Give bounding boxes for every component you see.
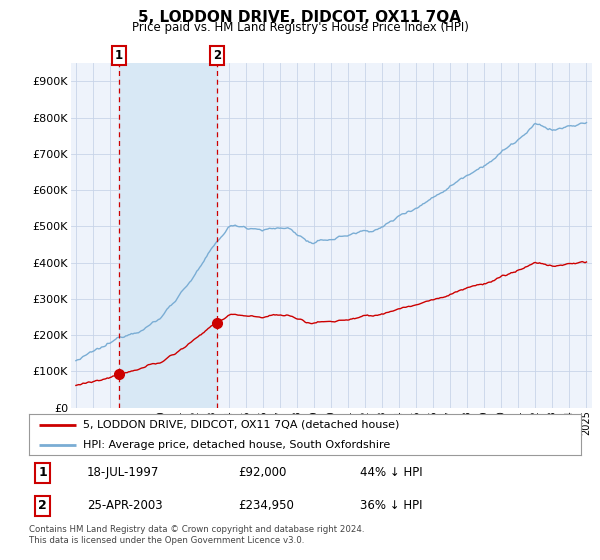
- Text: £234,950: £234,950: [239, 500, 295, 512]
- Text: 2: 2: [213, 49, 221, 62]
- Bar: [119, 63, 217, 408]
- Text: 18-JUL-1997: 18-JUL-1997: [87, 466, 159, 479]
- Text: HPI: Average price, detached house, South Oxfordshire: HPI: Average price, detached house, Sout…: [83, 440, 390, 450]
- Text: 36% ↓ HPI: 36% ↓ HPI: [360, 500, 422, 512]
- Text: 5, LODDON DRIVE, DIDCOT, OX11 7QA: 5, LODDON DRIVE, DIDCOT, OX11 7QA: [139, 10, 461, 25]
- Text: £92,000: £92,000: [239, 466, 287, 479]
- Text: 25-APR-2003: 25-APR-2003: [87, 500, 163, 512]
- Text: 44% ↓ HPI: 44% ↓ HPI: [360, 466, 422, 479]
- Text: 1: 1: [115, 49, 123, 62]
- Text: Contains HM Land Registry data © Crown copyright and database right 2024.
This d: Contains HM Land Registry data © Crown c…: [29, 525, 364, 545]
- Text: 5, LODDON DRIVE, DIDCOT, OX11 7QA (detached house): 5, LODDON DRIVE, DIDCOT, OX11 7QA (detac…: [83, 420, 399, 430]
- Text: Price paid vs. HM Land Registry's House Price Index (HPI): Price paid vs. HM Land Registry's House …: [131, 21, 469, 34]
- Text: 2: 2: [38, 500, 47, 512]
- Text: 1: 1: [38, 466, 47, 479]
